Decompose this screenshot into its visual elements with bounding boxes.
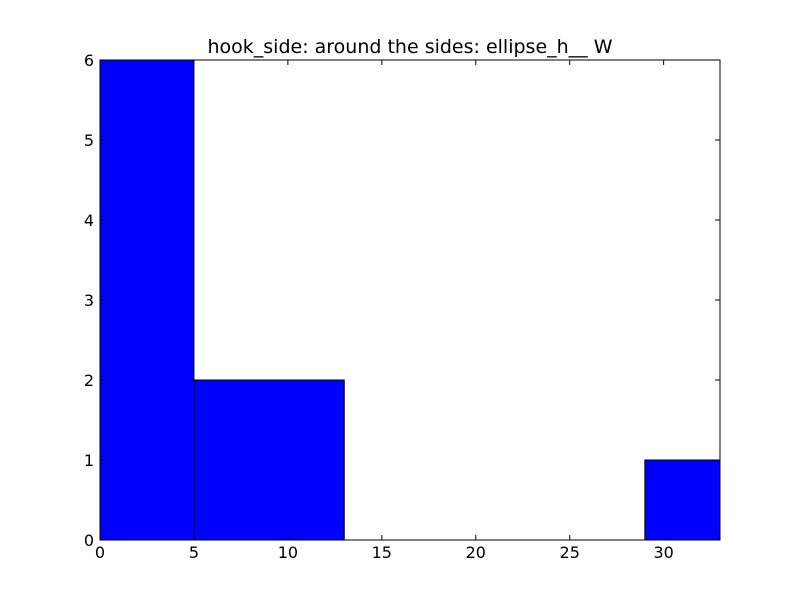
x-tick-label-0: 0 <box>95 543 105 562</box>
y-tick-label-6: 6 <box>84 51 94 70</box>
x-axis: 0 5 10 15 20 25 30 <box>95 60 674 562</box>
x-tick-label-5: 25 <box>560 543 580 562</box>
plot-frame <box>99 59 721 541</box>
x-tick-label-6: 30 <box>653 543 673 562</box>
x-tick-label-4: 20 <box>466 543 486 562</box>
y-tick-label-3: 3 <box>84 291 94 310</box>
x-tick-label-3: 15 <box>372 543 392 562</box>
y-tick-label-4: 4 <box>84 211 94 230</box>
bar-2 <box>644 459 721 541</box>
x-tick-label-1: 5 <box>189 543 199 562</box>
y-tick-label-5: 5 <box>84 131 94 150</box>
bar-1 <box>193 379 345 541</box>
y-tick-label-2: 2 <box>84 371 94 390</box>
bar-0 <box>99 59 195 541</box>
x-tick-label-2: 10 <box>278 543 298 562</box>
y-tick-label-1: 1 <box>84 451 94 470</box>
y-tick-label-0: 0 <box>84 531 94 550</box>
bars-group <box>99 59 721 541</box>
chart-title: hook_side: around the sides: ellipse_h__… <box>207 36 612 58</box>
